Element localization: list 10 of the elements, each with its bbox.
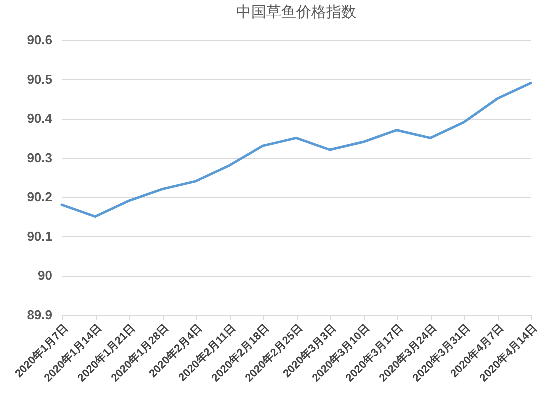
y-tick-label: 90.3 (27, 150, 52, 166)
y-tick-label: 90.2 (27, 190, 52, 205)
chart-title: 中国草鱼价格指数 (236, 4, 356, 21)
y-tick-label: 89.9 (27, 308, 52, 322)
y-tick-label: 90.4 (27, 111, 54, 126)
y-tick-label: 90.6 (27, 32, 52, 48)
line-series (60, 82, 532, 218)
y-tick-label: 90.1 (27, 228, 52, 244)
y-tick-label: 90 (38, 268, 52, 284)
y-tick-label: 90.5 (27, 72, 52, 87)
